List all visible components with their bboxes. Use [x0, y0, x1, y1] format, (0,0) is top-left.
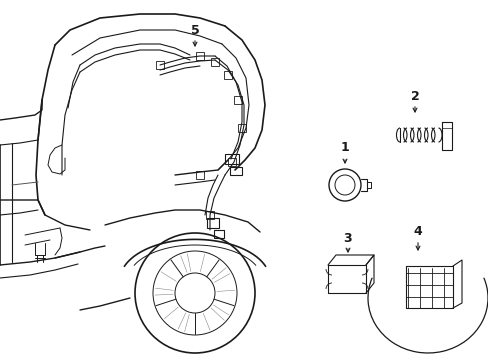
Bar	[205, 211, 214, 219]
Bar	[196, 171, 203, 179]
Text: 5: 5	[190, 23, 199, 36]
Text: 4: 4	[413, 225, 422, 238]
Bar	[224, 71, 231, 79]
Bar	[214, 230, 224, 238]
Text: 3: 3	[343, 231, 351, 244]
Bar	[234, 96, 242, 104]
Bar	[224, 154, 239, 164]
Text: 2: 2	[410, 90, 419, 103]
Bar	[210, 58, 219, 66]
Text: 1: 1	[340, 141, 348, 154]
Bar	[238, 124, 245, 132]
Bar	[156, 61, 163, 69]
Bar	[229, 167, 242, 175]
Bar	[196, 52, 203, 60]
Bar	[227, 158, 236, 166]
Bar	[206, 218, 219, 228]
